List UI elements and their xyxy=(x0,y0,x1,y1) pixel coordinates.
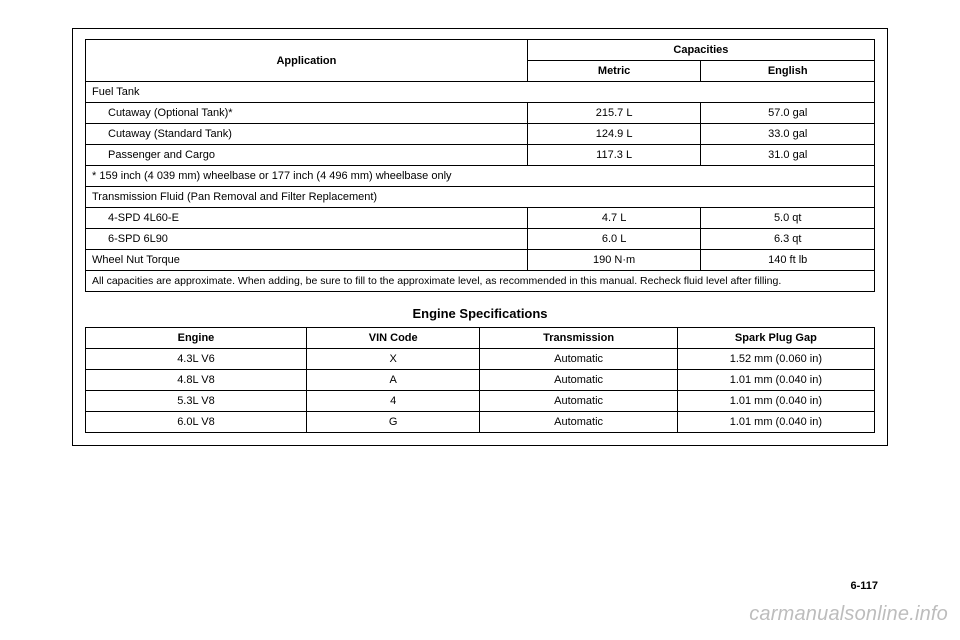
cell: 1.52 mm (0.060 in) xyxy=(677,349,874,370)
row-english: 33.0 gal xyxy=(701,124,875,145)
transmission-col-header: Transmission xyxy=(480,328,677,349)
table-row: Passenger and Cargo 117.3 L 31.0 gal xyxy=(86,145,875,166)
star-note: * 159 inch (4 039 mm) wheelbase or 177 i… xyxy=(86,166,875,187)
cell: Automatic xyxy=(480,391,677,412)
page-number: 6-117 xyxy=(850,580,878,592)
row-label: 4-SPD 4L60-E xyxy=(86,208,528,229)
table-row: Cutaway (Optional Tank)* 215.7 L 57.0 ga… xyxy=(86,103,875,124)
row-metric: 6.0 L xyxy=(527,229,701,250)
cell: Automatic xyxy=(480,349,677,370)
cell: 1.01 mm (0.040 in) xyxy=(677,391,874,412)
cell: Automatic xyxy=(480,412,677,433)
table-row: 4-SPD 4L60-E 4.7 L 5.0 qt xyxy=(86,208,875,229)
row-metric: 4.7 L xyxy=(527,208,701,229)
table-row: 4.8L V8 A Automatic 1.01 mm (0.040 in) xyxy=(86,370,875,391)
row-english: 6.3 qt xyxy=(701,229,875,250)
table-row: 5.3L V8 4 Automatic 1.01 mm (0.040 in) xyxy=(86,391,875,412)
table-row: 6-SPD 6L90 6.0 L 6.3 qt xyxy=(86,229,875,250)
table-row: 6.0L V8 G Automatic 1.01 mm (0.040 in) xyxy=(86,412,875,433)
table-row: Cutaway (Standard Tank) 124.9 L 33.0 gal xyxy=(86,124,875,145)
footer-note: All capacities are approximate. When add… xyxy=(86,271,875,292)
table-header-row: Engine VIN Code Transmission Spark Plug … xyxy=(86,328,875,349)
table-row: All capacities are approximate. When add… xyxy=(86,271,875,292)
wheel-nut-english: 140 ft lb xyxy=(701,250,875,271)
fuel-tank-label: Fuel Tank xyxy=(86,82,875,103)
capacities-header: Capacities xyxy=(527,40,874,61)
row-label: Cutaway (Optional Tank)* xyxy=(86,103,528,124)
cell: 6.0L V8 xyxy=(86,412,307,433)
cell: 4.3L V6 xyxy=(86,349,307,370)
wheel-nut-metric: 190 N·m xyxy=(527,250,701,271)
vin-col-header: VIN Code xyxy=(306,328,480,349)
wheel-nut-label: Wheel Nut Torque xyxy=(86,250,528,271)
table-header-row: Application Capacities xyxy=(86,40,875,61)
cell: 1.01 mm (0.040 in) xyxy=(677,412,874,433)
row-metric: 215.7 L xyxy=(527,103,701,124)
cell: 1.01 mm (0.040 in) xyxy=(677,370,874,391)
english-header: English xyxy=(701,61,875,82)
row-metric: 117.3 L xyxy=(527,145,701,166)
table-row: * 159 inch (4 039 mm) wheelbase or 177 i… xyxy=(86,166,875,187)
table-row: 4.3L V6 X Automatic 1.52 mm (0.060 in) xyxy=(86,349,875,370)
row-label: 6-SPD 6L90 xyxy=(86,229,528,250)
cell: 4.8L V8 xyxy=(86,370,307,391)
table-row: Transmission Fluid (Pan Removal and Filt… xyxy=(86,187,875,208)
table-row: Wheel Nut Torque 190 N·m 140 ft lb xyxy=(86,250,875,271)
row-english: 31.0 gal xyxy=(701,145,875,166)
cell: 4 xyxy=(306,391,480,412)
page-frame: Application Capacities Metric English Fu… xyxy=(72,28,888,446)
engine-spec-table: Engine VIN Code Transmission Spark Plug … xyxy=(85,327,875,433)
spark-col-header: Spark Plug Gap xyxy=(677,328,874,349)
cell: A xyxy=(306,370,480,391)
row-label: Cutaway (Standard Tank) xyxy=(86,124,528,145)
watermark-text: carmanualsonline.info xyxy=(749,603,948,626)
row-english: 57.0 gal xyxy=(701,103,875,124)
row-english: 5.0 qt xyxy=(701,208,875,229)
engine-col-header: Engine xyxy=(86,328,307,349)
table-row: Fuel Tank xyxy=(86,82,875,103)
cell: Automatic xyxy=(480,370,677,391)
capacities-table: Application Capacities Metric English Fu… xyxy=(85,39,875,292)
row-metric: 124.9 L xyxy=(527,124,701,145)
cell: 5.3L V8 xyxy=(86,391,307,412)
row-label: Passenger and Cargo xyxy=(86,145,528,166)
metric-header: Metric xyxy=(527,61,701,82)
engine-spec-title: Engine Specifications xyxy=(85,306,875,321)
cell: X xyxy=(306,349,480,370)
transmission-header: Transmission Fluid (Pan Removal and Filt… xyxy=(86,187,875,208)
cell: G xyxy=(306,412,480,433)
application-header: Application xyxy=(86,40,528,82)
